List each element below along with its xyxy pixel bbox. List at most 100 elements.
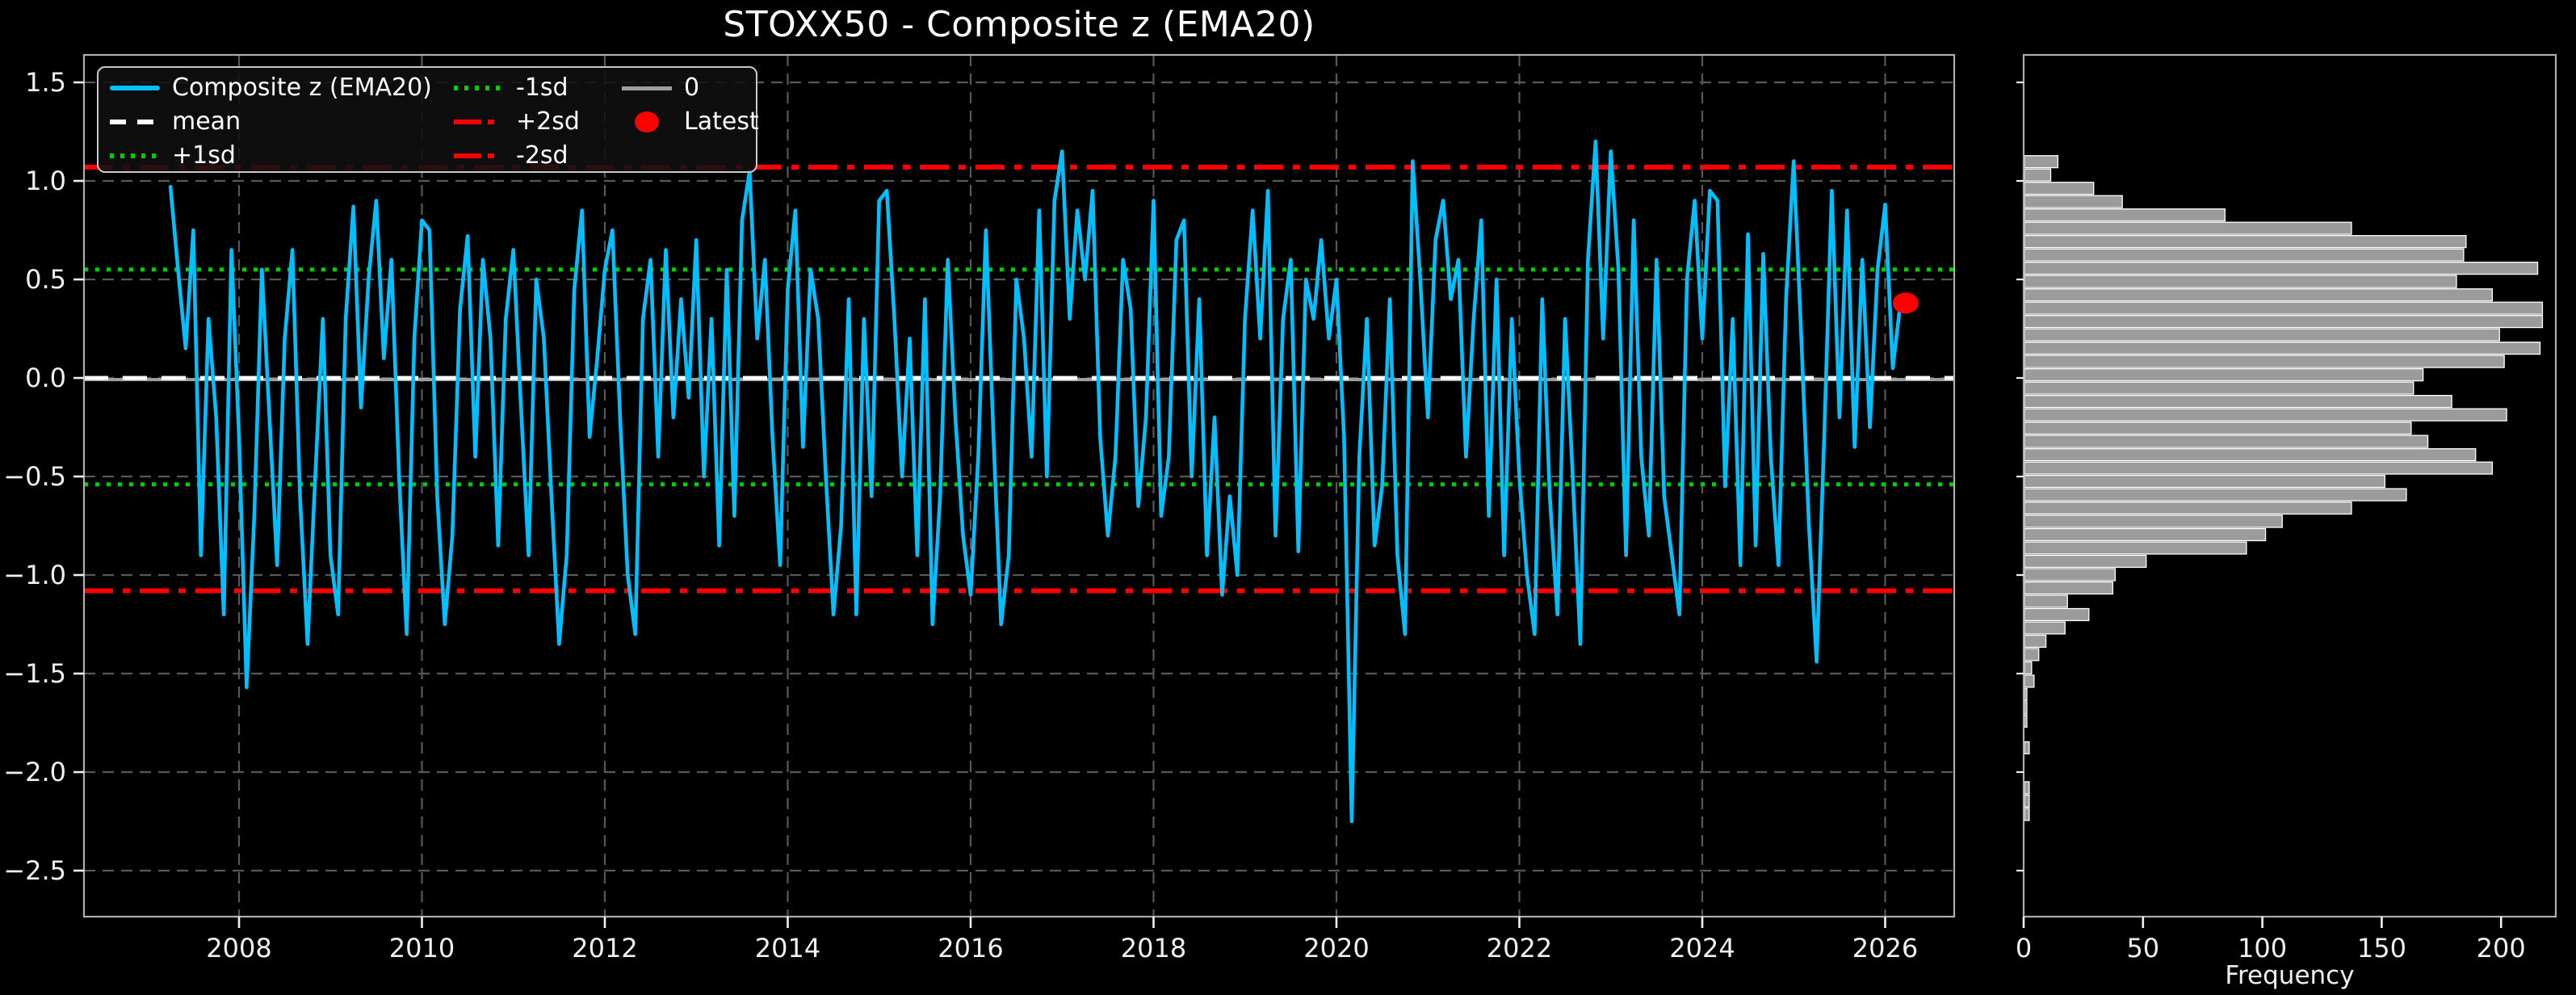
histogram-bar [2024, 208, 2226, 222]
legend-item-latest: Latest [622, 105, 759, 139]
histogram-bar [2024, 248, 2465, 262]
axes-frames [82, 53, 2557, 918]
histogram-bar [2024, 488, 2407, 502]
legend-column-2: -1sd +2sd -2sd [454, 71, 580, 173]
histogram-bar [2024, 621, 2066, 635]
histogram-bar [2024, 168, 2052, 182]
hist-x-tick-label: 0 [2016, 933, 2032, 964]
hist-x-tick-label: 150 [2357, 933, 2406, 964]
x-tick-label: 2024 [1669, 933, 1735, 964]
chart-title: STOXX50 - Composite z (EMA20) [723, 4, 1315, 45]
series [168, 139, 1919, 824]
histogram-bar [2024, 674, 2035, 688]
zero-line-swatch-icon [622, 86, 672, 90]
legend-item-label: Latest [684, 107, 759, 136]
x-tick-label: 2026 [1852, 933, 1918, 964]
tick-labels: 1.5 1.0 0.5 0.0 −0.5 −1.0 −1.5 −2.0 −2.5 2008 2010… [3, 67, 2525, 964]
hist-x-tick-label: 100 [2238, 933, 2287, 964]
histogram-bar [2024, 514, 2283, 528]
histogram-bar [2024, 741, 2030, 755]
legend-item-mean: mean [110, 105, 432, 139]
legend: Composite z (EMA20) mean +1sd -1sd +2sd [97, 66, 759, 173]
histogram-bar [2024, 435, 2429, 448]
x-tick-label: 2014 [755, 933, 820, 964]
y-tick-label: 1.0 [25, 166, 66, 196]
histogram-axes-frame [2022, 53, 2557, 918]
histogram-bar [2024, 394, 2452, 409]
histogram-bar [2024, 687, 2028, 702]
gridlines [84, 55, 1954, 917]
hist-x-tick-label: 50 [2126, 933, 2159, 964]
histogram-bar [2024, 182, 2095, 195]
histogram-bar [2024, 195, 2123, 208]
legend-column-1: Composite z (EMA20) mean +1sd [110, 71, 432, 173]
legend-item-label: Composite z (EMA20) [172, 73, 432, 102]
legend-column-3: 0 Latest [622, 71, 759, 139]
latest-point-marker [1892, 292, 1919, 314]
y-tick-label: 1.5 [25, 67, 66, 98]
y-tick-label: −2.5 [3, 855, 66, 886]
histogram-bar [2024, 221, 2352, 235]
histogram-bar [2024, 408, 2507, 422]
histogram-bar [2024, 554, 2147, 569]
x-tick-label: 2008 [206, 933, 271, 964]
histogram-bar [2024, 355, 2505, 368]
x-tick-label: 2018 [1121, 933, 1186, 964]
legend-item-minus2sd: -2sd [454, 139, 580, 173]
histogram-bar [2024, 288, 2494, 302]
x-tick-label: 2010 [389, 933, 455, 964]
histogram-bar [2024, 235, 2467, 249]
histogram-bar [2024, 648, 2040, 661]
histogram-bar [2024, 461, 2494, 475]
histogram-bar [2024, 367, 2424, 382]
legend-item-label: 0 [684, 73, 700, 102]
hist-x-tick-label: 200 [2477, 933, 2526, 964]
main-axes-frame [82, 53, 1956, 918]
legend-item-label: -2sd [516, 141, 568, 170]
legend-item-composite: Composite z (EMA20) [110, 71, 432, 105]
tick-marks [73, 81, 2503, 928]
histogram-bar [2024, 527, 2267, 542]
histogram-bars [2024, 155, 2544, 821]
histogram-bar [2024, 421, 2412, 435]
legend-item-label: mean [172, 107, 241, 136]
composite-z-line [168, 139, 1903, 824]
histogram-bar [2024, 701, 2028, 715]
x-tick-label: 2020 [1303, 933, 1369, 964]
histogram-bar [2024, 447, 2477, 462]
histogram-bar [2024, 714, 2028, 728]
histogram-bar [2024, 634, 2047, 649]
plus1sd-line-swatch-icon [110, 153, 160, 158]
histogram-bar [2024, 594, 2068, 608]
histogram-bar [2024, 568, 2116, 581]
histogram-xaxis-label: Frequency [2225, 961, 2355, 990]
legend-item-label: +1sd [172, 141, 236, 170]
plus2sd-line-swatch-icon [454, 120, 504, 124]
histogram-bar [2024, 155, 2059, 169]
histogram-bar [2024, 328, 2500, 342]
histogram-bar [2024, 661, 2033, 675]
y-tick-label: 0.5 [25, 264, 66, 295]
histogram-bar [2024, 342, 2541, 355]
mean-line-swatch-icon [110, 120, 160, 124]
histogram-bar [2024, 474, 2386, 489]
legend-item-zero: 0 [622, 71, 759, 105]
y-tick-label: −1.5 [3, 658, 66, 689]
legend-item-minus1sd: -1sd [454, 71, 580, 105]
legend-item-label: -1sd [516, 73, 568, 102]
legend-item-label: +2sd [516, 107, 580, 136]
legend-item-plus2sd: +2sd [454, 105, 580, 139]
y-tick-label: −1.0 [3, 560, 66, 590]
histogram-bar [2024, 301, 2544, 315]
histogram-bar [2024, 315, 2544, 329]
histogram-bar [2024, 541, 2247, 555]
y-tick-label: −2.0 [3, 757, 66, 787]
x-tick-label: 2016 [938, 933, 1003, 964]
histogram-bar [2024, 501, 2352, 515]
y-tick-label: 0.0 [25, 363, 66, 393]
series-line-swatch-icon [110, 86, 160, 90]
legend-item-plus1sd: +1sd [110, 139, 432, 173]
histogram-bar [2024, 381, 2414, 395]
